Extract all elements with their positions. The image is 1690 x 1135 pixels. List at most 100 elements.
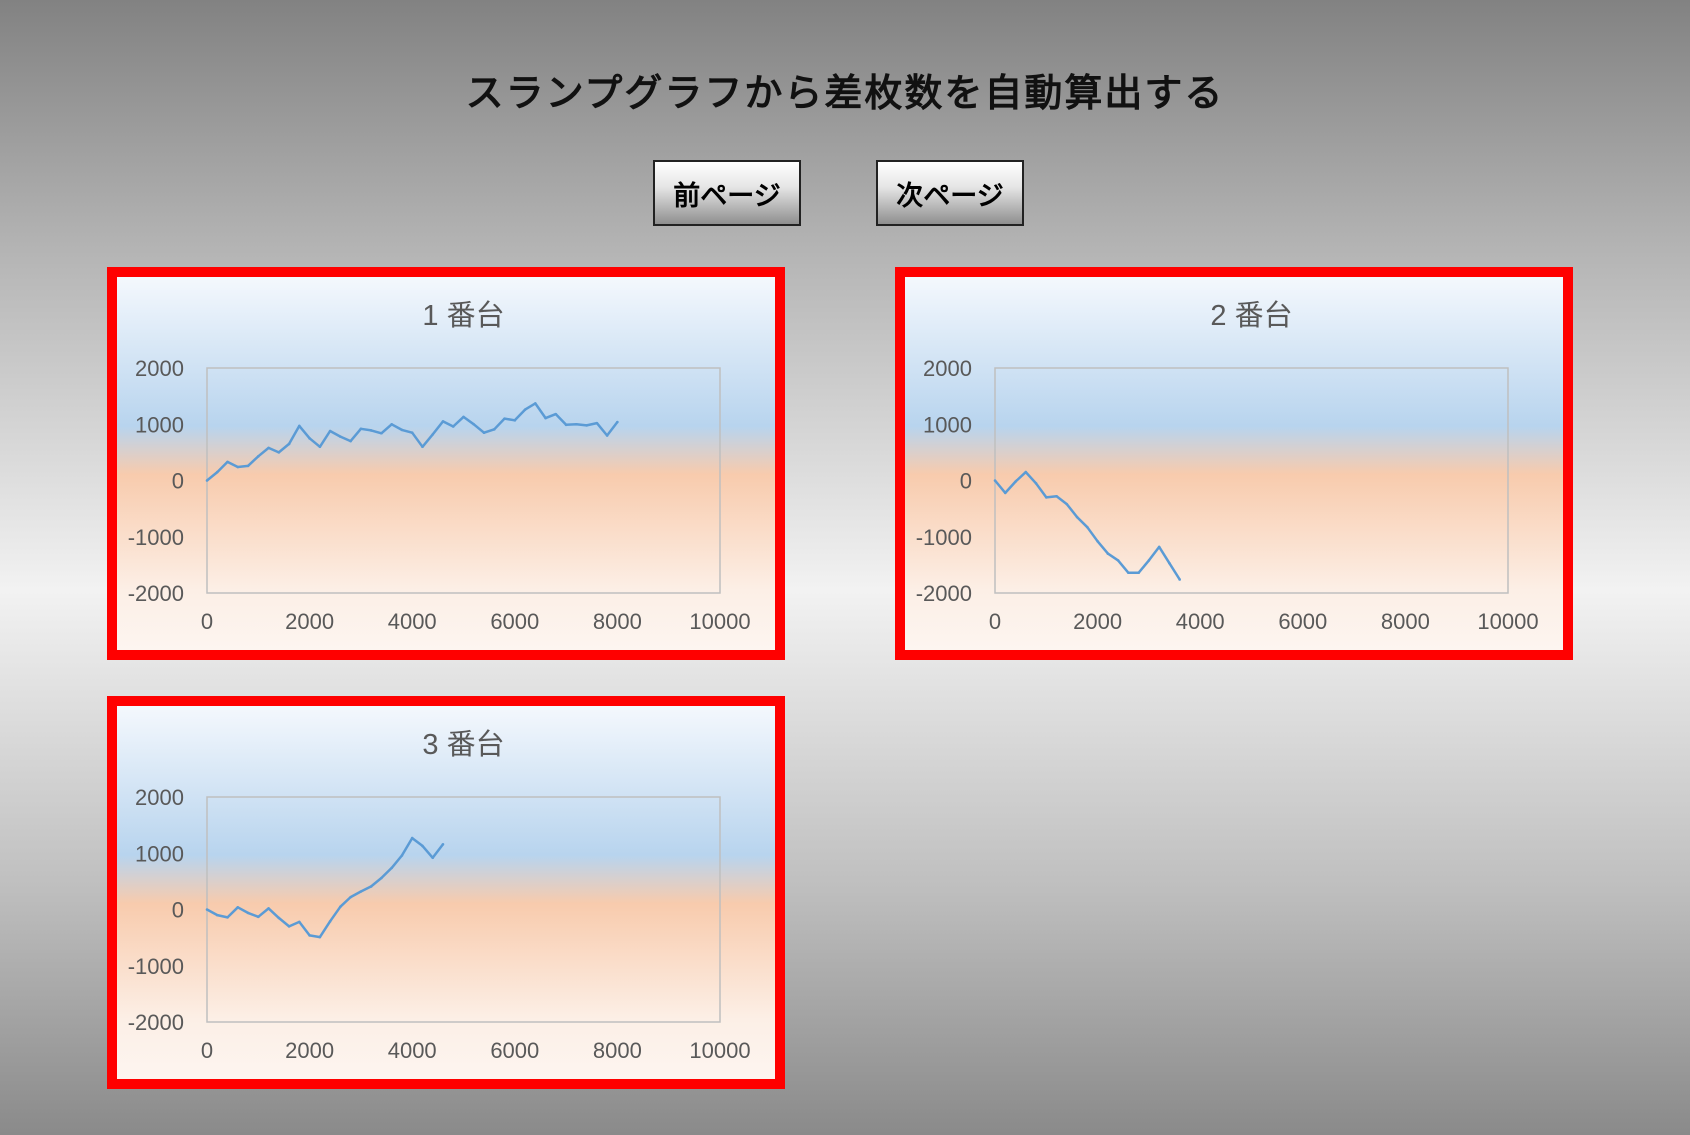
data-point (544, 416, 547, 420)
data-point (1178, 578, 1181, 581)
data-point (236, 905, 240, 909)
data-point (277, 916, 281, 920)
data-point (513, 419, 517, 422)
data-point (616, 420, 619, 424)
data-point (1157, 545, 1161, 549)
x-tick-label: 8000 (593, 609, 642, 634)
x-tick-label: 6000 (1278, 609, 1327, 634)
plot-area (994, 367, 1509, 594)
data-point (441, 842, 445, 846)
data-point (410, 431, 414, 434)
chart-panel-3: 3 番台 2000 1000 0 -1000 -2000 0 2000 4000 6000 8000… (107, 696, 785, 1089)
data-point (564, 423, 568, 427)
data-point (1127, 571, 1130, 575)
data-point (226, 916, 229, 919)
data-point (215, 470, 219, 474)
next-page-button[interactable]: 次ページ (876, 160, 1024, 226)
data-point (205, 908, 209, 911)
data-point (482, 431, 486, 434)
plot-area (206, 367, 721, 594)
data-point (390, 422, 393, 426)
y-tick-label: 0 (960, 469, 972, 494)
data-point (359, 890, 363, 893)
data-point (1034, 482, 1038, 485)
data-point (257, 915, 260, 919)
data-point (349, 895, 352, 899)
y-tick-label: 0 (172, 469, 184, 494)
prev-page-button[interactable]: 前ページ (653, 160, 801, 226)
data-point (451, 425, 455, 428)
data-point (246, 464, 250, 468)
data-point (1106, 552, 1110, 555)
data-point (1086, 525, 1089, 529)
data-point (441, 420, 445, 423)
data-point (308, 934, 311, 937)
data-point (595, 421, 599, 425)
y-tick-label: -2000 (916, 581, 972, 606)
data-point (369, 429, 373, 432)
y-tick-label: 1000 (923, 412, 972, 437)
x-tick-label: 10000 (689, 1038, 750, 1063)
data-point (287, 925, 291, 928)
data-point (1055, 494, 1058, 498)
x-tick-label: 10000 (689, 609, 750, 634)
data-point (298, 920, 301, 924)
data-point (554, 412, 558, 416)
data-point (298, 424, 301, 428)
y-tick-label: 2000 (135, 356, 184, 381)
data-point (575, 422, 578, 426)
data-point (410, 836, 414, 840)
x-tick-label: 4000 (388, 1038, 437, 1063)
data-point (267, 446, 270, 450)
data-point (1147, 559, 1151, 562)
data-point (349, 439, 352, 443)
data-point (1065, 502, 1069, 506)
data-point (267, 907, 270, 910)
data-point (492, 428, 496, 431)
y-tick-label: 1000 (135, 412, 184, 437)
data-point (431, 433, 435, 436)
series-line (206, 836, 444, 939)
plot-area (206, 796, 721, 1023)
data-point (339, 905, 342, 908)
data-point (1137, 571, 1140, 575)
x-tick-label: 0 (201, 609, 213, 634)
data-point (277, 451, 281, 454)
data-point (369, 885, 373, 888)
data-point (605, 434, 609, 437)
x-tick-label: 0 (201, 1038, 213, 1063)
data-point (472, 422, 476, 426)
chart-panel-1: 1 番台 2000 1000 0 -1000 -2000 0 2000 4000 6000 8000… (107, 267, 785, 660)
x-tick-label: 6000 (490, 1038, 539, 1063)
x-tick-label: 2000 (1073, 609, 1122, 634)
x-tick-label: 10000 (1477, 609, 1538, 634)
data-point (328, 920, 332, 923)
y-tick-label: -2000 (128, 1010, 184, 1035)
data-point (421, 445, 424, 449)
data-point (226, 460, 229, 464)
data-point (1045, 496, 1048, 499)
data-point (1024, 470, 1028, 474)
data-point (390, 866, 393, 870)
data-point (1168, 561, 1171, 565)
data-point (1116, 559, 1120, 562)
data-point (1075, 515, 1079, 519)
data-point (318, 445, 322, 449)
data-point (534, 402, 537, 405)
x-tick-label: 8000 (1381, 609, 1430, 634)
x-tick-label: 0 (989, 609, 1001, 634)
y-tick-label: -1000 (128, 954, 184, 979)
y-tick-label: -2000 (128, 581, 184, 606)
data-point (287, 442, 291, 446)
data-point (257, 455, 260, 458)
data-point (462, 415, 465, 419)
data-point (1096, 539, 1099, 543)
x-tick-label: 8000 (593, 1038, 642, 1063)
data-point (993, 479, 997, 482)
y-tick-label: 1000 (135, 841, 184, 866)
chart-title: 3 番台 (422, 728, 504, 761)
data-point (400, 854, 404, 857)
data-point (318, 935, 322, 939)
x-tick-label: 4000 (388, 609, 437, 634)
